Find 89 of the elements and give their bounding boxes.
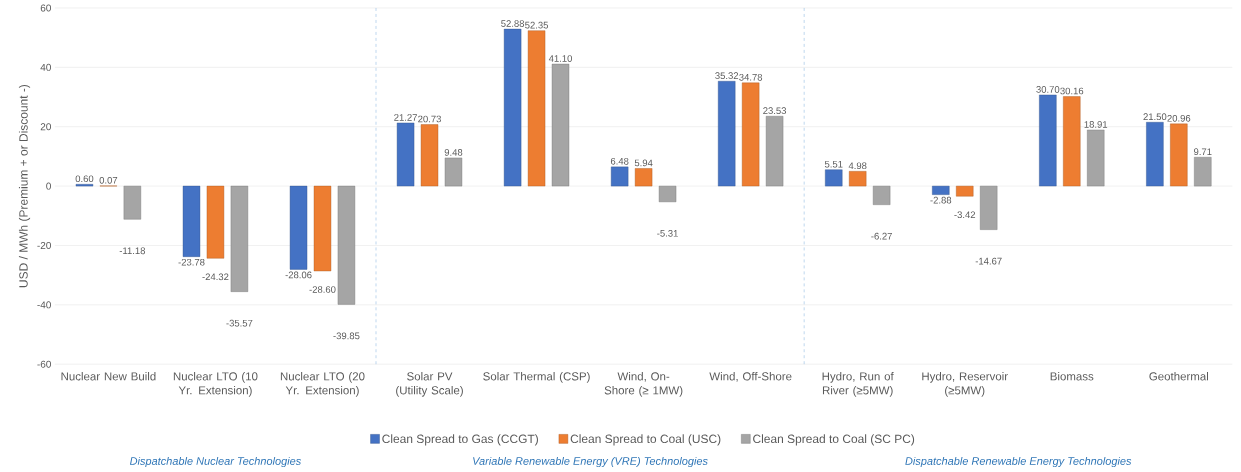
x-tick-label: Nuclear LTO (10 Yr. Extension) (173, 372, 258, 397)
x-tick-label: Hydro, Run of River (≥5MW) (822, 372, 894, 397)
text: Dispatchable Renewable Energy Technologies (905, 456, 1132, 468)
y-tick-label: 60 (40, 4, 51, 12)
bar (932, 185, 950, 195)
data-label: 41.10 (548, 55, 572, 62)
bar (979, 185, 998, 230)
data-label: -5.31 (657, 230, 678, 237)
bar (634, 168, 653, 187)
data-label: 0.07 (99, 176, 118, 184)
data-label: -39.85 (333, 332, 360, 340)
bar (396, 122, 415, 187)
data-label: -28.60 (309, 286, 336, 293)
bar (1194, 157, 1212, 187)
data-label: 4.98 (848, 162, 867, 170)
data-label: 34.78 (739, 73, 763, 81)
data-label: 35.32 (715, 72, 739, 80)
x-tick-label: Solar Thermal (CSP) (483, 372, 590, 383)
data-label: -24.32 (202, 273, 229, 281)
bar (1039, 94, 1057, 187)
data-label: 5.94 (634, 159, 653, 167)
bar (741, 82, 760, 187)
data-label: -2.88 (930, 196, 952, 204)
legend-label: Clean Spread to Gas (CCGT) (382, 434, 538, 446)
bar (1146, 122, 1164, 187)
bar (182, 185, 201, 257)
legend-label: Clean Spread to Coal (SC PC) (753, 434, 915, 446)
x-tick-label: Biomass (1050, 372, 1094, 381)
data-label: 5.51 (824, 160, 843, 168)
y-tick-label: -60 (37, 360, 51, 368)
bar (658, 185, 677, 203)
x-tick-label: Wind, On-Shore (≥ 1MW) (604, 372, 683, 397)
data-label: -11.18 (119, 247, 146, 255)
x-tick-label: Nuclear LTO (20 Yr. Extension) (280, 372, 365, 397)
data-label: -6.27 (871, 232, 892, 240)
y-tick-label: -20 (37, 241, 51, 249)
y-tick-label: 0 (46, 182, 51, 190)
y-tick-label: -40 (37, 301, 51, 309)
bar (206, 185, 225, 259)
bar (551, 63, 570, 187)
data-label: 6.48 (610, 157, 629, 165)
bar (718, 81, 736, 187)
bar (872, 185, 891, 205)
y-tick-label: 40 (40, 63, 51, 71)
data-label: 20.96 (1167, 114, 1191, 122)
data-label: 52.35 (525, 21, 549, 29)
bar (849, 171, 867, 187)
bar (1087, 129, 1105, 187)
bar (337, 185, 356, 305)
bar (444, 157, 463, 187)
data-label: -14.67 (975, 257, 1002, 265)
bar (1063, 96, 1081, 187)
data-label: 30.70 (1036, 86, 1060, 93)
bar (289, 185, 308, 270)
x-tick-label: Nuclear New Build (61, 372, 156, 381)
data-label: 52.88 (501, 20, 525, 27)
data-label: 9.71 (1193, 148, 1212, 156)
bar (503, 28, 522, 187)
bar (765, 116, 784, 187)
bar (956, 185, 974, 197)
data-label: 21.27 (394, 114, 417, 121)
data-label: -35.57 (226, 319, 253, 327)
text: Dispatchable Nuclear Technologies (129, 456, 302, 468)
x-tick-label: Hydro, Reservoir (≥5MW) (922, 372, 1008, 397)
y-tick-label: 20 (40, 123, 51, 131)
data-label: -28.06 (285, 271, 312, 279)
bar (825, 169, 843, 187)
data-label: 0.60 (75, 175, 94, 183)
data-label: -23.78 (178, 258, 205, 266)
data-label: 20.73 (418, 115, 441, 123)
legend-label: Clean Spread to Coal (USC) (570, 434, 721, 446)
bar (123, 185, 142, 220)
bar (313, 185, 332, 272)
x-tick-label: Wind, Off-Shore (709, 372, 792, 382)
bar (230, 185, 249, 292)
data-label: 21.50 (1143, 113, 1167, 121)
bar (527, 30, 546, 187)
data-label: 30.16 (1060, 87, 1084, 95)
x-tick-label: Solar PV (Utility Scale) (396, 372, 463, 397)
bar (1170, 123, 1188, 187)
bar (610, 166, 629, 187)
data-label: 23.53 (763, 107, 787, 115)
text: Variable Renewable Energy (VRE) Technologies (473, 456, 708, 468)
bar (420, 124, 439, 187)
data-label: -3.42 (954, 211, 976, 219)
data-label: 9.48 (444, 149, 463, 156)
data-label: 18.91 (1084, 121, 1108, 128)
x-tick-label: Geothermal (1149, 372, 1209, 381)
y-axis-title: USD / MWh (Premium + or Discount -) (18, 84, 31, 288)
